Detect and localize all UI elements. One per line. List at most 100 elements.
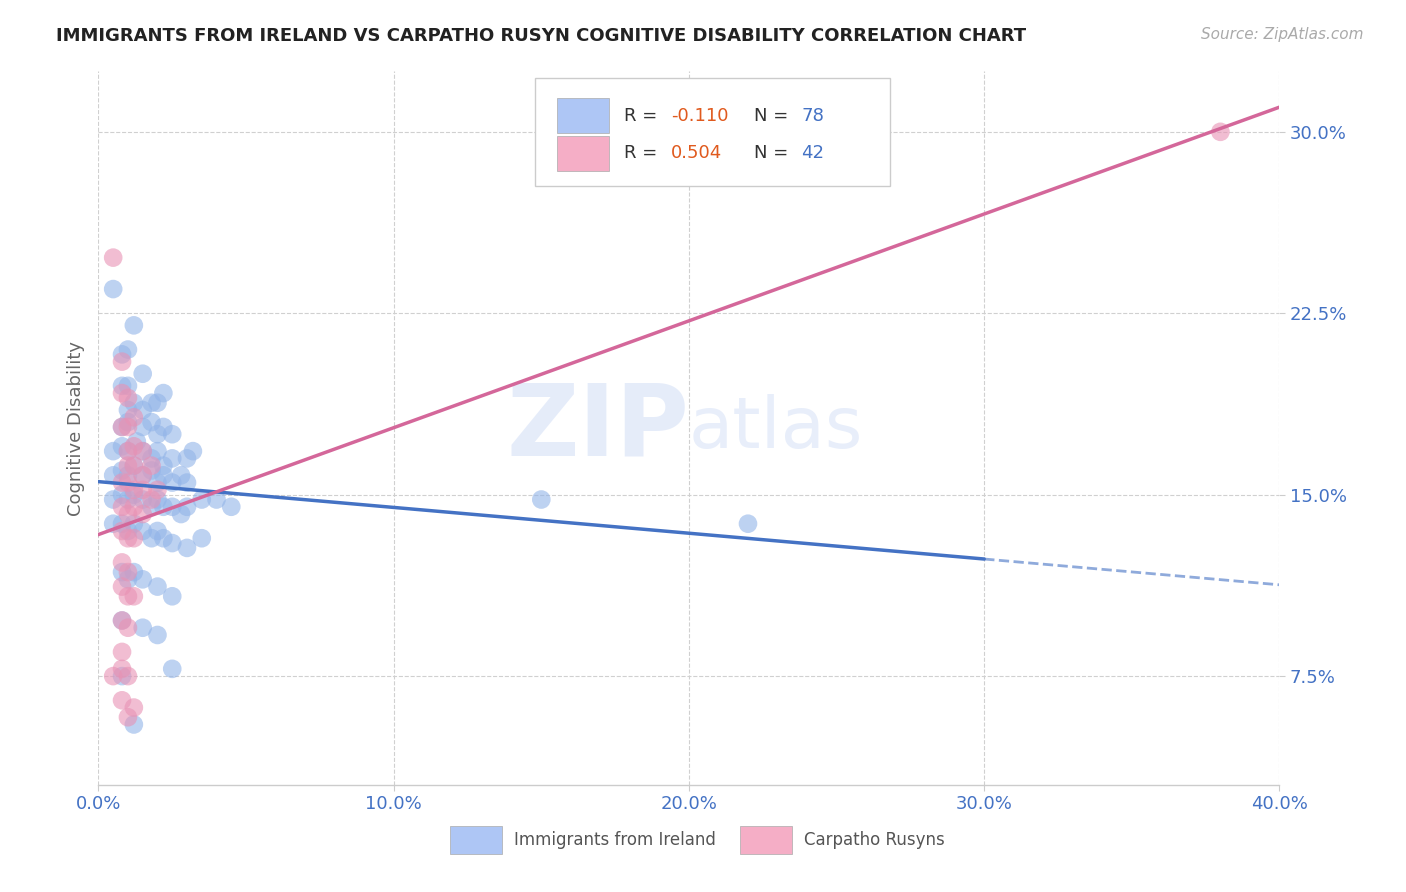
Point [146,628,169,642]
Point [111,488,134,502]
Point [117,468,139,483]
Point [122,458,145,473]
Point [152,420,174,434]
Point [132,367,155,381]
Point [146,580,169,594]
Point [141,451,163,466]
Point [181,444,204,458]
Point [122,396,145,410]
Point [111,516,134,531]
Point [132,572,155,586]
Point [132,420,155,434]
Point [737,516,759,531]
Text: ZIP: ZIP [506,380,689,476]
Point [132,468,155,483]
Point [141,500,163,514]
Point [191,492,214,507]
Point [170,468,193,483]
Point [117,524,139,538]
Point [162,427,183,442]
Point [111,500,134,514]
Point [122,488,145,502]
Point [111,614,134,628]
Point [122,500,145,514]
Point [111,565,134,579]
Point [111,645,134,659]
Text: IMMIGRANTS FROM IRELAND VS CARPATHO RUSYN COGNITIVE DISABILITY CORRELATION CHART: IMMIGRANTS FROM IRELAND VS CARPATHO RUSY… [56,27,1026,45]
FancyBboxPatch shape [557,98,609,134]
Point [162,451,183,466]
Point [132,444,155,458]
FancyBboxPatch shape [740,826,792,855]
Point [117,420,139,434]
Point [146,492,169,507]
Point [111,379,134,393]
Point [117,621,139,635]
Text: Carpatho Rusyns: Carpatho Rusyns [803,831,945,849]
FancyBboxPatch shape [557,136,609,171]
Point [176,541,198,555]
Point [191,531,214,545]
Point [111,463,134,477]
Point [162,536,183,550]
Point [111,524,134,538]
Point [103,468,125,483]
Point [141,463,163,477]
Point [205,492,228,507]
Point [132,621,155,635]
Point [117,669,139,683]
Point [132,492,155,507]
Point [162,589,183,603]
Point [162,500,183,514]
Point [122,531,145,545]
Text: atlas: atlas [689,393,863,463]
Point [117,475,139,490]
Point [122,318,145,333]
Point [117,458,139,473]
Text: R =: R = [624,145,664,162]
Point [152,500,174,514]
Point [111,354,134,368]
Point [117,531,139,545]
Point [117,379,139,393]
Point [162,475,183,490]
Text: N =: N = [754,145,794,162]
Point [117,572,139,586]
Point [103,251,125,265]
Point [103,492,125,507]
Point [141,531,163,545]
Point [111,475,134,490]
Point [221,500,243,514]
Point [132,468,155,483]
Point [141,492,163,507]
Text: Source: ZipAtlas.com: Source: ZipAtlas.com [1201,27,1364,42]
Text: 78: 78 [801,107,824,125]
Point [122,458,145,473]
Point [111,669,134,683]
Point [117,343,139,357]
Point [111,614,134,628]
Point [117,391,139,405]
Point [103,516,125,531]
Point [152,468,174,483]
Point [117,444,139,458]
Point [111,347,134,361]
Text: 42: 42 [801,145,824,162]
Point [103,444,125,458]
Point [117,444,139,458]
Point [530,492,553,507]
Point [117,589,139,603]
Point [111,420,134,434]
Text: 0.504: 0.504 [671,145,723,162]
Point [103,282,125,296]
Point [146,396,169,410]
Point [117,492,139,507]
Text: N =: N = [754,107,794,125]
Point [176,475,198,490]
Point [146,524,169,538]
Point [132,524,155,538]
Point [103,669,125,683]
Point [122,589,145,603]
Point [162,662,183,676]
Point [132,403,155,417]
